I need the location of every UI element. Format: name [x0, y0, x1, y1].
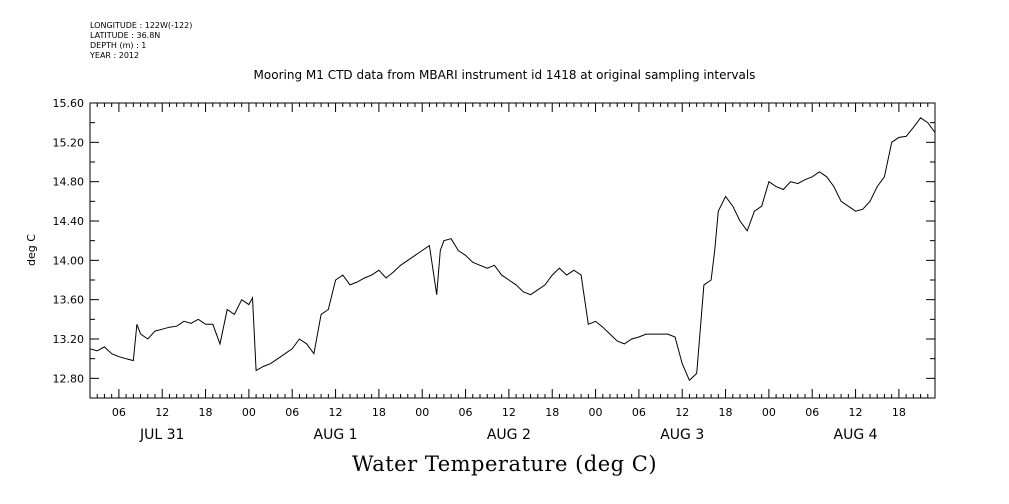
y-tick-label: 15.60: [53, 97, 85, 110]
y-axis-label: deg C: [25, 234, 38, 266]
x-tick-label: 06: [805, 406, 819, 419]
x-tick-label: 18: [719, 406, 733, 419]
y-tick-label: 15.20: [53, 136, 85, 149]
x-tick-label: 00: [589, 406, 603, 419]
tick-marks: [89, 102, 936, 399]
y-tick-label: 14.00: [53, 254, 85, 267]
x-tick-label: 06: [632, 406, 646, 419]
y-tick-label: 14.80: [53, 176, 85, 189]
year-label: YEAR : 2012: [90, 51, 140, 60]
x-tick-label: 12: [155, 406, 169, 419]
day-label: AUG 4: [834, 427, 878, 443]
day-label: AUG 3: [660, 427, 704, 443]
x-tick-label: 00: [242, 406, 256, 419]
x-tick-label: 06: [459, 406, 473, 419]
x-tick-labels: 06 12 18 00 06 12 18 00 06 12 18 00 06 12 18 00 06 12 18: [112, 406, 906, 419]
latitude-label: LATITUDE : 36.8N: [90, 31, 161, 40]
y-tick-label: 13.60: [53, 294, 85, 307]
longitude-label: LONGITUDE : 122W(-122): [90, 21, 193, 30]
x-tick-label: 18: [892, 406, 906, 419]
depth-label: DEPTH (m) : 1: [90, 41, 147, 50]
x-tick-label: 18: [372, 406, 386, 419]
x-tick-label: 18: [199, 406, 213, 419]
day-label: AUG 2: [487, 427, 531, 443]
x-tick-label: 12: [675, 406, 689, 419]
day-label: JUL 31: [139, 427, 184, 443]
x-tick-label: 00: [762, 406, 776, 419]
x-tick-label: 12: [329, 406, 343, 419]
x-tick-label: 12: [502, 406, 516, 419]
temperature-series-line: [89, 117, 936, 382]
x-tick-label: 00: [415, 406, 429, 419]
metadata-block: LONGITUDE : 122W(-122) LATITUDE : 36.8N …: [90, 21, 192, 61]
y-tick-label: 12.80: [53, 372, 85, 385]
day-labels: JUL 31 AUG 1 AUG 2 AUG 3 AUG 4: [139, 427, 878, 443]
plot-frame: [89, 102, 936, 399]
day-label: AUG 1: [314, 427, 358, 443]
x-tick-label: 06: [285, 406, 299, 419]
x-tick-label: 18: [545, 406, 559, 419]
x-tick-label: 06: [112, 406, 126, 419]
chart-title: Mooring M1 CTD data from MBARI instrumen…: [253, 68, 756, 82]
y-tick-label: 14.40: [53, 215, 85, 228]
y-tick-labels: 12.80 13.20 13.60 14.00 14.40 14.80 15.20 15.60: [53, 97, 85, 385]
y-tick-label: 13.20: [53, 333, 85, 346]
x-tick-label: 12: [849, 406, 863, 419]
x-axis-title: Water Temperature (deg C): [351, 452, 658, 476]
